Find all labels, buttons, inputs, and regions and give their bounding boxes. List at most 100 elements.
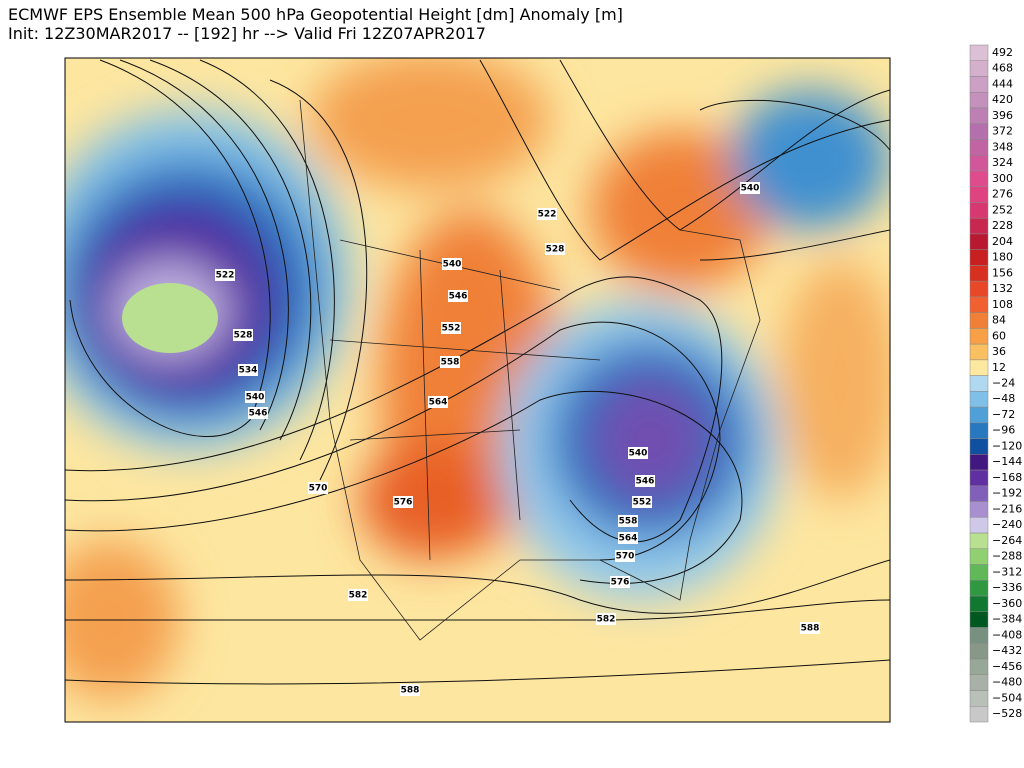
colorbar-label: −48 <box>992 392 1015 405</box>
contour-label: 558 <box>619 517 638 527</box>
contour-label-box <box>618 532 638 544</box>
contour-label-box <box>348 589 368 601</box>
colorbar-label: −408 <box>992 628 1022 641</box>
contour-label: 540 <box>629 449 648 459</box>
contour-label-box <box>428 396 448 408</box>
contour-label-box <box>448 290 468 302</box>
colorbar-label: −360 <box>992 597 1022 610</box>
contour-label: 522 <box>538 210 557 220</box>
colorbar-swatch <box>969 359 989 376</box>
contour-label: 564 <box>429 398 448 408</box>
colorbar-swatch <box>969 674 989 691</box>
contour-label-box <box>441 322 461 334</box>
colorbar-label: 180 <box>992 251 1013 264</box>
colorbar-swatch <box>969 296 989 313</box>
colorbar-label: −168 <box>992 471 1022 484</box>
colorbar-swatch <box>969 328 989 345</box>
contour-label-box <box>400 684 420 696</box>
colorbar-swatch <box>969 312 989 329</box>
colorbar-swatch <box>969 580 989 597</box>
colorbar-swatch <box>969 280 989 298</box>
colorbar: 492 468 444 420 396 372 348 324 300 276 252 228 204 1… <box>969 44 1022 723</box>
colorbar-label: −72 <box>992 408 1015 421</box>
subtitle: Init: 12Z30MAR2017 -- [192] hr --> Valid… <box>8 24 486 43</box>
colorbar-swatch <box>969 611 989 628</box>
colorbar-label: −528 <box>992 707 1022 720</box>
contour-label: 528 <box>546 245 565 255</box>
contour-label-box <box>596 613 616 625</box>
colorbar-swatch <box>969 627 989 644</box>
colorbar-label: 324 <box>992 156 1013 169</box>
colorbar-label: 420 <box>992 93 1013 106</box>
contour-label: 546 <box>636 477 655 487</box>
contour-label-box <box>393 496 413 508</box>
contour-label: 540 <box>443 260 462 270</box>
contour-label-box <box>308 482 328 494</box>
contour-label-box <box>628 447 648 459</box>
colorbar-label: −120 <box>992 439 1022 452</box>
colorbar-label: 300 <box>992 172 1013 185</box>
map-frame <box>64 57 891 723</box>
contour-label: 582 <box>349 591 368 601</box>
colorbar-label: −216 <box>992 502 1022 515</box>
colorbar-label: −312 <box>992 565 1022 578</box>
colorbar-swatch <box>969 485 989 502</box>
contour-label-box <box>215 269 235 281</box>
colorbar-label: 204 <box>992 235 1013 248</box>
colorbar-label: −504 <box>992 691 1022 704</box>
contour-label: 546 <box>449 292 468 302</box>
colorbar-label: 60 <box>992 329 1006 342</box>
contour-label: 576 <box>611 578 630 588</box>
colorbar-swatch <box>969 107 989 124</box>
colorbar-swatch <box>969 548 989 565</box>
colorbar-label: −240 <box>992 518 1022 531</box>
contour-label-box <box>615 550 635 562</box>
colorbar-swatch <box>969 76 989 93</box>
colorbar-label: 492 <box>992 46 1013 59</box>
colorbar-label: 12 <box>992 361 1006 374</box>
contour-label: 588 <box>401 686 420 696</box>
colorbar-label: 36 <box>992 345 1006 358</box>
colorbar-swatch <box>969 517 989 534</box>
colorbar-label: −456 <box>992 660 1022 673</box>
colorbar-swatch <box>969 454 989 471</box>
colorbar-label: −432 <box>992 644 1022 657</box>
colorbar-swatch <box>969 186 989 203</box>
colorbar-swatch <box>969 233 989 250</box>
contour-label-box <box>442 258 462 270</box>
contour-label-box <box>610 576 630 588</box>
colorbar-swatch <box>969 469 989 487</box>
colorbar-swatch <box>969 249 989 266</box>
contour-label-box <box>238 364 258 376</box>
contour-label: 528 <box>234 331 253 341</box>
colorbar-label: 156 <box>992 266 1013 279</box>
colorbar-label: 84 <box>992 314 1006 327</box>
contour-labels: 522 528 534 540 546 522 528 540 546 552 558 564 570 5… <box>215 182 820 696</box>
contour-label: 558 <box>441 358 460 368</box>
colorbar-label: 372 <box>992 125 1013 138</box>
contour-label: 540 <box>741 184 760 194</box>
colorbar-swatch <box>969 375 989 392</box>
contour-label: 576 <box>394 498 413 508</box>
colorbar-label: 276 <box>992 188 1013 201</box>
colorbar-swatch <box>969 139 989 156</box>
colorbar-swatch <box>969 202 989 219</box>
colorbar-label: −192 <box>992 487 1022 500</box>
contour-label-box <box>545 243 565 255</box>
contour-label: 552 <box>633 498 652 508</box>
contour-label-box <box>635 475 655 487</box>
colorbar-swatch <box>969 123 989 140</box>
contour-label-box <box>740 182 760 194</box>
colorbar-swatch <box>969 658 989 676</box>
colorbar-label: 108 <box>992 298 1013 311</box>
colorbar-swatch <box>969 422 989 439</box>
colorbar-label: 132 <box>992 282 1013 295</box>
colorbar-label: 444 <box>992 77 1013 90</box>
contour-label: 588 <box>801 624 820 634</box>
colorbar-label: 228 <box>992 219 1013 232</box>
anomaly-field <box>65 58 890 700</box>
colorbar-label: −24 <box>992 377 1015 390</box>
contour-label: 546 <box>249 409 268 419</box>
contour-label-box <box>537 208 557 220</box>
